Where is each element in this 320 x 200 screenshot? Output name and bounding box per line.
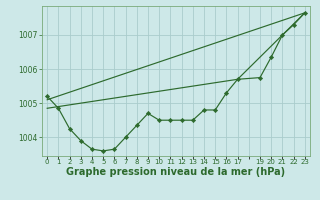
X-axis label: Graphe pression niveau de la mer (hPa): Graphe pression niveau de la mer (hPa) (67, 167, 285, 177)
